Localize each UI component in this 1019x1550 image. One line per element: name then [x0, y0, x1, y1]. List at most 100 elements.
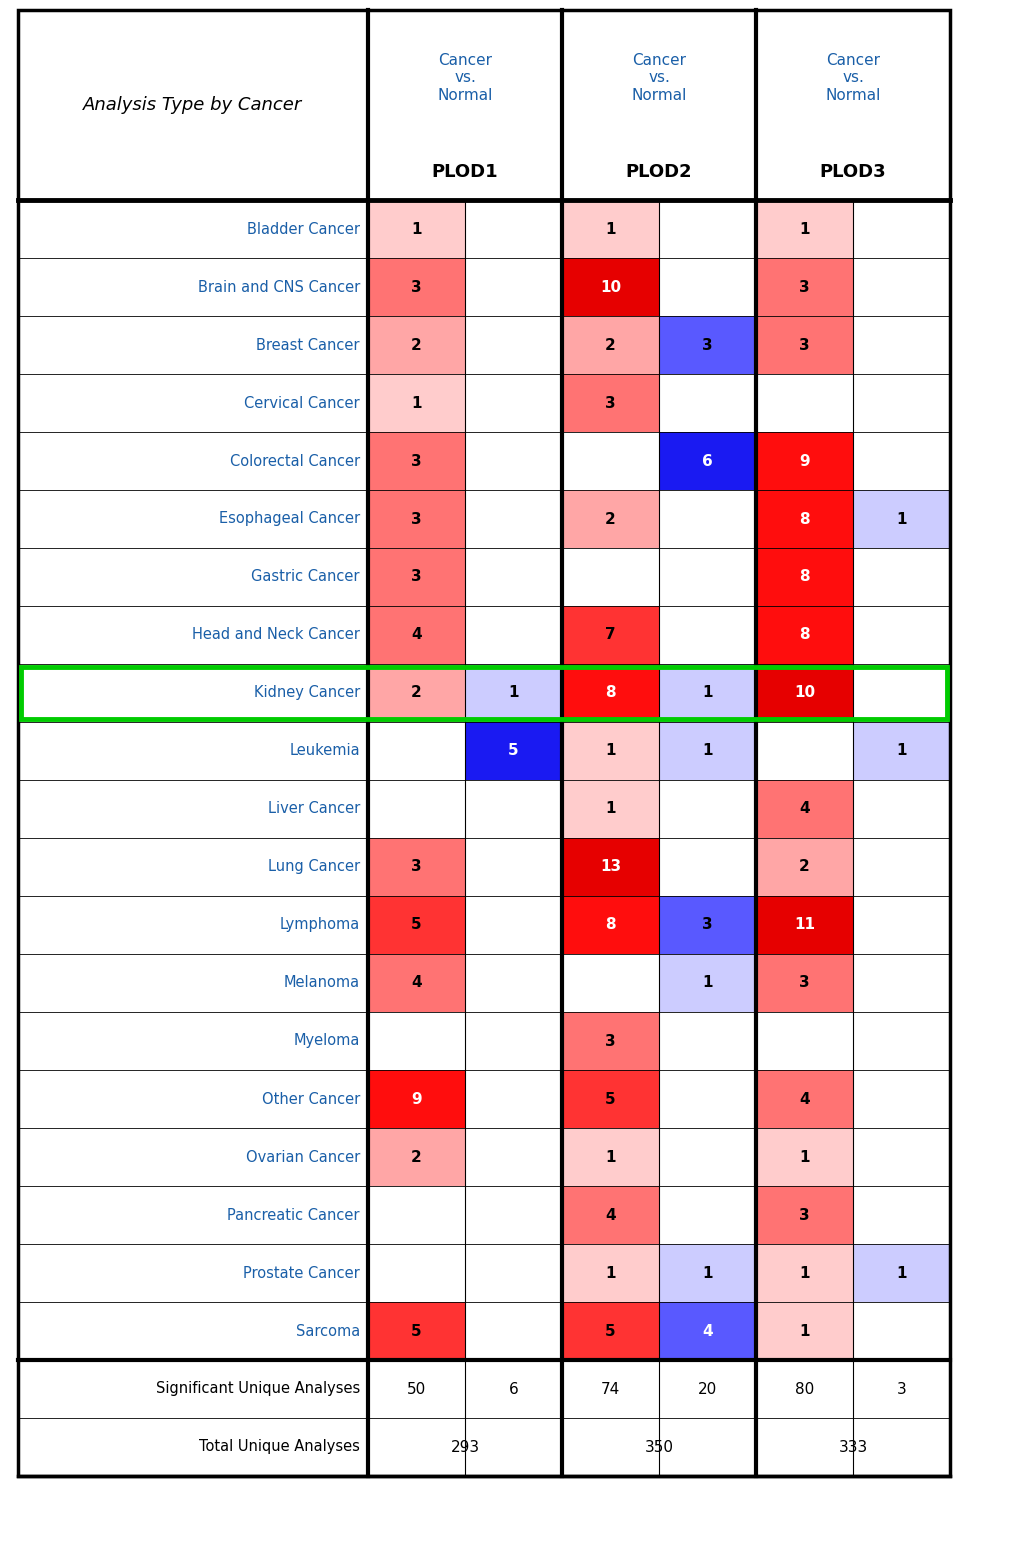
- Text: 1: 1: [799, 1265, 809, 1280]
- Bar: [755, 1070, 852, 1128]
- Bar: [658, 316, 755, 374]
- Bar: [561, 663, 658, 722]
- Text: 1: 1: [896, 1265, 906, 1280]
- Bar: [755, 663, 852, 722]
- Bar: [852, 490, 949, 549]
- Text: 1: 1: [896, 744, 906, 758]
- Bar: [852, 722, 949, 780]
- Bar: [368, 257, 465, 316]
- Text: 3: 3: [411, 279, 422, 294]
- Bar: [658, 432, 755, 490]
- Text: 1: 1: [896, 512, 906, 527]
- Text: Melanoma: Melanoma: [283, 975, 360, 990]
- Bar: [368, 374, 465, 432]
- Bar: [21, 666, 946, 719]
- Text: 1: 1: [604, 1150, 615, 1164]
- Text: 2: 2: [798, 860, 809, 874]
- Bar: [658, 953, 755, 1012]
- Bar: [561, 316, 658, 374]
- Text: 10: 10: [793, 685, 814, 701]
- Text: Lung Cancer: Lung Cancer: [268, 860, 360, 874]
- Text: 6: 6: [701, 454, 712, 468]
- Text: 4: 4: [604, 1207, 615, 1223]
- Text: 8: 8: [604, 685, 615, 701]
- Text: 3: 3: [411, 569, 422, 584]
- Text: Bladder Cancer: Bladder Cancer: [247, 222, 360, 237]
- Text: 10: 10: [599, 279, 621, 294]
- Text: 3: 3: [799, 1207, 809, 1223]
- Bar: [561, 1070, 658, 1128]
- Text: Cancer
vs.
Normal: Cancer vs. Normal: [437, 53, 492, 102]
- Text: 4: 4: [799, 801, 809, 817]
- Text: Cervical Cancer: Cervical Cancer: [245, 395, 360, 411]
- Text: 50: 50: [407, 1381, 426, 1397]
- Bar: [368, 1070, 465, 1128]
- Text: 1: 1: [411, 395, 421, 411]
- Text: Liver Cancer: Liver Cancer: [267, 801, 360, 817]
- Bar: [368, 1128, 465, 1186]
- Bar: [755, 780, 852, 839]
- Bar: [368, 839, 465, 896]
- Bar: [561, 1012, 658, 1070]
- Text: Significant Unique Analyses: Significant Unique Analyses: [156, 1381, 360, 1397]
- Text: Myeloma: Myeloma: [293, 1034, 360, 1048]
- Text: 5: 5: [604, 1324, 615, 1339]
- Text: Analysis Type by Cancer: Analysis Type by Cancer: [84, 96, 303, 115]
- Text: PLOD1: PLOD1: [431, 163, 498, 181]
- Text: 1: 1: [411, 222, 421, 237]
- Text: 1: 1: [604, 1265, 615, 1280]
- Bar: [755, 490, 852, 549]
- Text: 3: 3: [411, 860, 422, 874]
- Text: Lymphoma: Lymphoma: [279, 918, 360, 933]
- Text: 8: 8: [604, 918, 615, 933]
- Text: Kidney Cancer: Kidney Cancer: [254, 685, 360, 701]
- Text: 3: 3: [799, 338, 809, 352]
- Bar: [561, 1245, 658, 1302]
- Bar: [368, 316, 465, 374]
- Text: 1: 1: [701, 685, 712, 701]
- Bar: [755, 896, 852, 953]
- Bar: [561, 1128, 658, 1186]
- Text: 13: 13: [599, 860, 621, 874]
- Text: Colorectal Cancer: Colorectal Cancer: [229, 454, 360, 468]
- Text: 2: 2: [411, 338, 422, 352]
- Text: Brain and CNS Cancer: Brain and CNS Cancer: [198, 279, 360, 294]
- Text: Gastric Cancer: Gastric Cancer: [252, 569, 360, 584]
- Text: 293: 293: [450, 1440, 479, 1454]
- Bar: [755, 839, 852, 896]
- Text: Prostate Cancer: Prostate Cancer: [243, 1265, 360, 1280]
- Text: Ovarian Cancer: Ovarian Cancer: [246, 1150, 360, 1164]
- Bar: [561, 839, 658, 896]
- Text: 1: 1: [799, 1150, 809, 1164]
- Bar: [561, 200, 658, 257]
- Text: 1: 1: [701, 975, 712, 990]
- Text: 4: 4: [411, 975, 422, 990]
- Text: 3: 3: [896, 1381, 906, 1397]
- Bar: [852, 1245, 949, 1302]
- Text: 20: 20: [697, 1381, 716, 1397]
- Text: 4: 4: [411, 628, 422, 643]
- Bar: [755, 1245, 852, 1302]
- Text: PLOD2: PLOD2: [625, 163, 692, 181]
- Bar: [755, 1186, 852, 1245]
- Bar: [368, 606, 465, 663]
- Bar: [368, 432, 465, 490]
- Text: 6: 6: [508, 1381, 518, 1397]
- Text: 8: 8: [799, 628, 809, 643]
- Text: 1: 1: [799, 1324, 809, 1339]
- Text: 3: 3: [799, 975, 809, 990]
- Bar: [465, 722, 561, 780]
- Text: 1: 1: [507, 685, 519, 701]
- Bar: [755, 549, 852, 606]
- Bar: [561, 1302, 658, 1359]
- Bar: [368, 200, 465, 257]
- Text: 7: 7: [604, 628, 615, 643]
- Bar: [658, 722, 755, 780]
- Text: 4: 4: [799, 1091, 809, 1107]
- Bar: [755, 316, 852, 374]
- Bar: [368, 549, 465, 606]
- Text: Pancreatic Cancer: Pancreatic Cancer: [227, 1207, 360, 1223]
- Bar: [755, 200, 852, 257]
- Text: 4: 4: [701, 1324, 712, 1339]
- Text: Leukemia: Leukemia: [289, 744, 360, 758]
